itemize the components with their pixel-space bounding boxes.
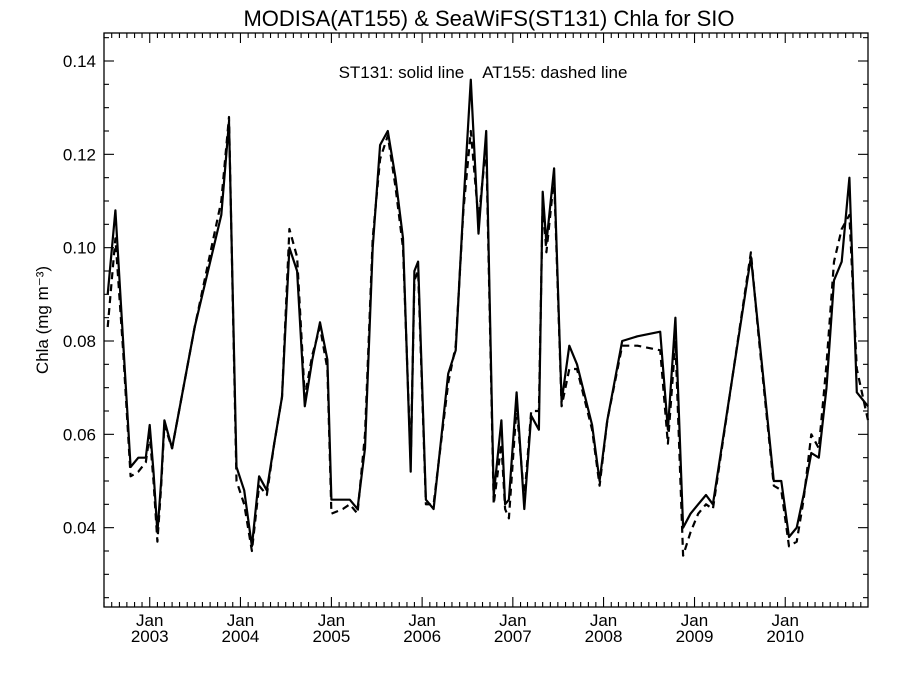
line-style-annotation: ST131: solid line AT155: dashed line (339, 63, 628, 82)
x-tick-year-label: 2003 (131, 627, 169, 646)
x-tick-year-label: 2008 (585, 627, 623, 646)
x-tick-year-label: 2004 (222, 627, 260, 646)
x-tick-month-label: Jan (408, 611, 435, 630)
x-tick-month-label: Jan (227, 611, 254, 630)
x-tick-year-label: 2007 (494, 627, 532, 646)
x-tick-month-label: Jan (681, 611, 708, 630)
x-tick-year-label: 2010 (766, 627, 804, 646)
x-tick-month-label: Jan (590, 611, 617, 630)
y-tick-label: 0.14 (63, 52, 96, 71)
x-tick-month-label: Jan (318, 611, 345, 630)
y-tick-label: 0.10 (63, 239, 96, 258)
y-tick-label: 0.12 (63, 145, 96, 164)
series-line-st131 (106, 78, 869, 548)
y-tick-label: 0.06 (63, 425, 96, 444)
y-tick-label: 0.08 (63, 332, 96, 351)
x-tick-month-label: Jan (136, 611, 163, 630)
y-axis-ticks: 0.04 0.06 0.08 0.10 0.12 0.14 (63, 37, 868, 599)
series-line-at155 (106, 115, 870, 557)
y-axis-label: Chla (mg m⁻³) (33, 266, 52, 374)
x-tick-year-label: 2009 (676, 627, 714, 646)
chart-title: MODISA(AT155) & SeaWiFS(ST131) Chla for … (243, 6, 734, 31)
x-tick-year-label: 2006 (403, 627, 441, 646)
x-tick-month-label: Jan (499, 611, 526, 630)
x-tick-year-label: 2005 (312, 627, 350, 646)
y-tick-label: 0.04 (63, 519, 96, 538)
x-axis-ticks: Jan2003Jan2004Jan2005Jan2006Jan2007Jan20… (103, 33, 862, 646)
x-tick-month-label: Jan (772, 611, 799, 630)
plot-frame (103, 32, 869, 608)
series-layer (106, 78, 870, 557)
